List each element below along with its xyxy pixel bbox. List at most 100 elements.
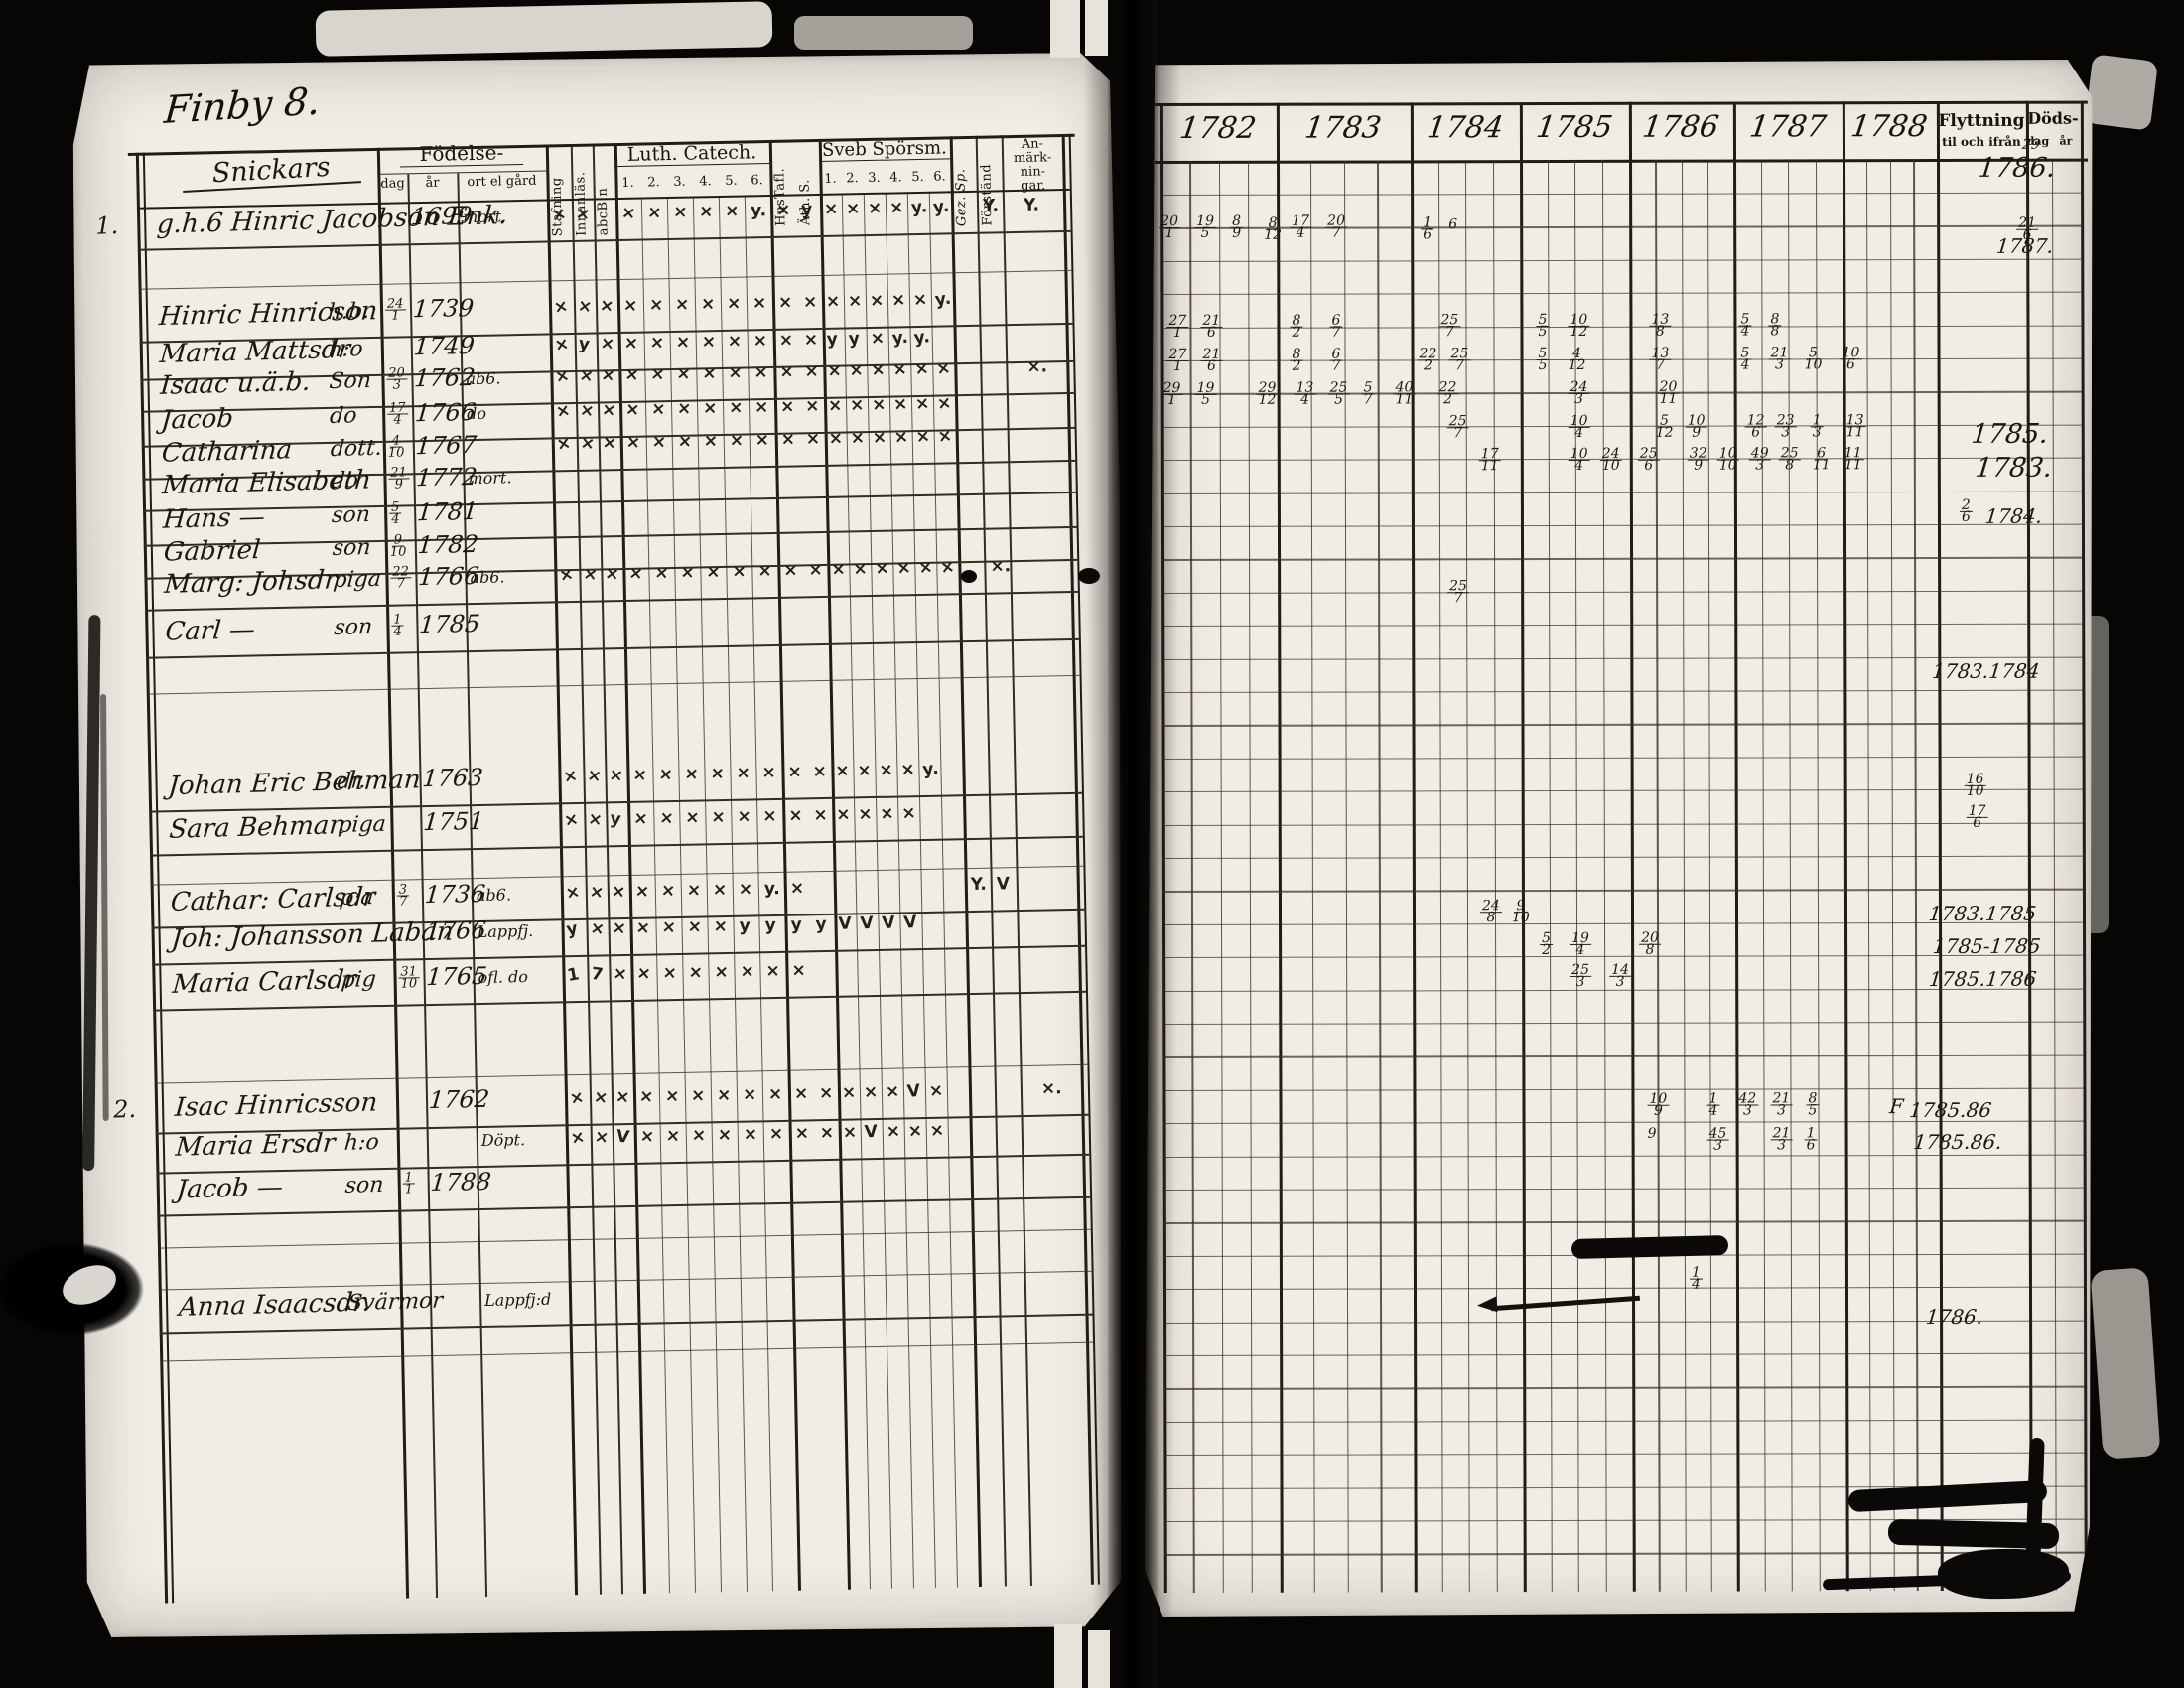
grid-line xyxy=(1163,1453,2084,1457)
catechism-mark: × xyxy=(552,296,570,319)
catechism-mark: × xyxy=(700,293,716,315)
date-entry: 10 4 xyxy=(1570,445,1588,474)
date-entry: 21 6 xyxy=(1202,312,1221,341)
anmark-mark: ×. xyxy=(1040,1078,1062,1099)
record-entry: 1785.86 xyxy=(1908,1097,1993,1123)
catechism-mark: y. xyxy=(763,878,780,900)
catechism-mark: × xyxy=(867,198,884,219)
binding-tape xyxy=(1054,1624,1082,1688)
date-entry: 8 12 xyxy=(1264,214,1283,243)
luth-subcol-number: 5. xyxy=(725,173,738,189)
record-entry: F xyxy=(1888,1094,1905,1119)
person-name: Jacob xyxy=(160,403,235,436)
date-entry: 21 3 xyxy=(1770,345,1789,373)
grid-line xyxy=(1163,1419,2084,1423)
catechism-mark: × xyxy=(870,328,886,350)
catechism-mark: y xyxy=(609,808,622,830)
catechism-mark: × xyxy=(658,807,675,829)
catechism-mark: × xyxy=(646,202,663,223)
catechism-mark: × xyxy=(753,397,769,418)
date-entry: 11 11 xyxy=(1843,445,1862,474)
person-name: Sara Behman xyxy=(168,810,347,845)
grid-line xyxy=(1163,1188,2084,1192)
catechism-mark: × xyxy=(610,881,627,903)
catechism-mark: × xyxy=(717,1124,733,1146)
catechism-mark: × xyxy=(650,398,667,420)
binding-tape xyxy=(1088,1630,1110,1688)
grid-line xyxy=(1548,160,1553,1592)
catechism-mark: × xyxy=(849,394,865,416)
person-relation: son xyxy=(331,501,371,529)
forstand-mark: ×. xyxy=(990,556,1012,577)
catechism-mark: × xyxy=(757,561,772,582)
catechism-mark: y xyxy=(848,329,861,350)
person-relation: pig xyxy=(340,966,377,993)
catechism-mark: × xyxy=(783,560,798,581)
person-relation: p:a xyxy=(338,884,375,911)
catechism-mark: × xyxy=(592,1086,610,1109)
catechism-mark: × xyxy=(624,399,641,421)
catechism-mark: y. xyxy=(912,327,931,349)
person-relation: son xyxy=(333,614,374,641)
catechism-mark: × xyxy=(623,364,640,386)
catechism-mark: × xyxy=(679,562,696,584)
date-entry: 22 2 xyxy=(1438,379,1457,408)
catechism-mark: × xyxy=(634,917,651,939)
record-entry: 1783. xyxy=(1974,452,2054,484)
grid-line xyxy=(1438,160,1443,1592)
catechism-mark: × xyxy=(712,879,728,901)
forstand-mark: V xyxy=(996,874,1011,895)
catechism-mark: × xyxy=(787,762,802,782)
grid-line xyxy=(1160,292,2081,296)
right-grid-lines xyxy=(1151,54,2096,56)
catechism-mark: × xyxy=(677,431,693,453)
grid-line xyxy=(1707,160,1712,1592)
catechism-mark: y. xyxy=(921,759,940,780)
catechism-mark: × xyxy=(569,1126,587,1150)
catechism-mark: × xyxy=(561,766,580,788)
catechism-mark: × xyxy=(753,362,768,383)
catechism-mark: × xyxy=(612,963,628,985)
person-relation: Svärmor xyxy=(346,1288,444,1317)
catechism-mark: × xyxy=(847,290,863,312)
grid-line xyxy=(1162,889,2083,893)
grid-line xyxy=(1866,159,1871,1591)
grid-line xyxy=(1162,822,2083,826)
date-entry: 5 12 xyxy=(1655,412,1674,441)
luth-subcol-number: 4. xyxy=(699,174,712,190)
catechism-mark: V xyxy=(838,914,853,934)
date-entry: 10 9 xyxy=(1687,412,1706,441)
catechism-mark: × xyxy=(751,293,767,314)
date-entry: 10 9 xyxy=(1649,1090,1668,1119)
date-entry: 12 6 xyxy=(1746,412,1765,441)
grid-line xyxy=(1162,756,2083,760)
catechism-mark: × xyxy=(778,330,794,351)
date-entry: 25 7 xyxy=(1440,312,1459,341)
catechism-mark: × xyxy=(743,1124,758,1145)
date-entry: 24 10 xyxy=(1601,445,1620,474)
birth-year: 1767 xyxy=(414,430,478,461)
catechism-mark: × xyxy=(622,333,640,354)
catechism-mark: × xyxy=(779,361,794,382)
catechism-mark: × xyxy=(869,290,885,312)
date-entry: 23 3 xyxy=(1776,412,1795,441)
catechism-mark: × xyxy=(660,880,676,902)
catechism-mark: × xyxy=(600,364,616,387)
catechism-mark: 7 xyxy=(590,963,605,986)
catechism-mark: × xyxy=(724,201,740,221)
right-entries: 2011958981217420716627121682672575510121… xyxy=(1151,54,2096,56)
grid-line xyxy=(1574,160,1579,1592)
note: do xyxy=(466,403,487,424)
catechism-mark: × xyxy=(638,1085,655,1108)
record-entry: 1784. xyxy=(1983,503,2044,528)
note: ab6. xyxy=(466,368,501,389)
date-entry: 25 7 xyxy=(1448,413,1467,442)
catechism-mark: × xyxy=(823,199,839,220)
grid-line xyxy=(1161,590,2082,594)
